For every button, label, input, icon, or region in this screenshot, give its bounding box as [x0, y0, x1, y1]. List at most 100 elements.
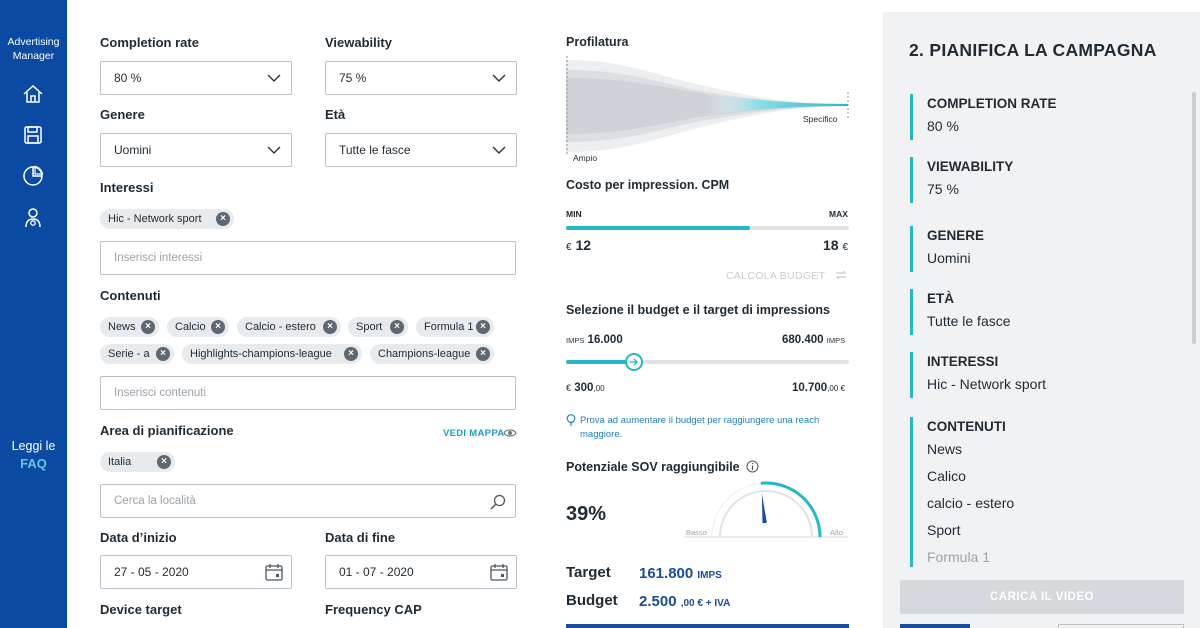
chevron-down-icon	[267, 146, 281, 154]
arrow-right-icon	[630, 358, 638, 366]
euro-min: € 300,00	[566, 382, 605, 394]
summary-item-eta: ETÀ Tutte le fasce	[910, 289, 1170, 335]
summary-value: Calico	[927, 468, 966, 484]
budget-slider-handle[interactable]	[625, 353, 643, 371]
cpm-min-label: MIN	[566, 209, 582, 219]
chip-label: Champions-league	[378, 348, 471, 360]
budget-label: Selezione il budget e il target di impre…	[566, 303, 830, 317]
contenuti-chip: Serie - a ×	[100, 344, 174, 364]
summary-value: Tutte le fasce	[927, 313, 1011, 329]
budget-total-label: Budget	[566, 592, 618, 609]
eta-label: Età	[325, 107, 346, 122]
viewability-select[interactable]: 75 %	[325, 61, 517, 95]
save-icon[interactable]	[20, 122, 46, 148]
sov-label: Potenziale SOV raggiungibile	[566, 460, 740, 474]
calcola-budget-button[interactable]: CALCOLA BUDGET	[726, 270, 826, 282]
summary-value: Uomini	[927, 250, 971, 266]
search-icon[interactable]	[488, 492, 508, 512]
data-fine-field[interactable]: 01 - 07 - 2020	[325, 555, 517, 589]
contenuti-placeholder: Inserisci contenuti	[114, 387, 207, 399]
euro-min-number: 300	[574, 382, 594, 394]
summary-value: 80 %	[927, 118, 959, 134]
faq-link[interactable]: FAQ	[20, 456, 47, 471]
budget-fill	[566, 360, 634, 364]
chip-remove-icon[interactable]: ×	[216, 212, 230, 226]
eye-icon[interactable]	[503, 427, 517, 439]
cpm-max-number: 18	[823, 237, 839, 253]
summary-value: Formula 1	[927, 549, 991, 565]
calendar-icon[interactable]	[489, 562, 509, 582]
chip-remove-icon[interactable]: ×	[211, 320, 225, 334]
target-number: 161.800	[639, 565, 694, 582]
summary-head: CONTENUTI	[927, 419, 1006, 434]
panel-secondary-button-edge[interactable]	[1058, 624, 1184, 628]
chip-label: Formula 1	[424, 321, 474, 333]
currency-symbol: €	[842, 242, 849, 253]
budget-track	[566, 360, 849, 364]
side-nav: Advertising Manager Leggi le FAQ	[0, 0, 67, 628]
profilatura-funnel	[566, 56, 849, 156]
interessi-label: Interessi	[100, 180, 154, 195]
summary-item-interessi: INTERESSI Hic - Network sport	[910, 352, 1170, 398]
submit-button-edge[interactable]	[566, 624, 849, 628]
imps-max-number: 680.400	[782, 334, 824, 346]
chip-label: Calcio - estero	[245, 321, 316, 333]
chip-remove-icon[interactable]: ×	[156, 347, 170, 361]
data-fine-value: 01 - 07 - 2020	[339, 565, 414, 579]
target-value: 161.800 IMPS	[639, 565, 722, 582]
area-label: Area di pianificazione	[100, 423, 234, 438]
profilatura-right-label: Specifico	[803, 114, 838, 124]
panel-button-edge[interactable]	[900, 624, 970, 628]
device-target-label: Device target	[100, 602, 182, 617]
interessi-chip: Hic - Network sport ×	[100, 209, 234, 229]
eta-select[interactable]: Tutte le fasce	[325, 133, 517, 167]
summary-head: INTERESSI	[927, 354, 999, 369]
summary-title: 2. PIANIFICA LA CAMPAGNA	[909, 40, 1157, 60]
data-inizio-field[interactable]: 27 - 05 - 2020	[100, 555, 292, 589]
calendar-icon[interactable]	[264, 562, 284, 582]
vedi-mappa-link[interactable]: VEDI MAPPA	[443, 428, 505, 439]
euro-min-prefix: €	[566, 383, 572, 393]
contenuti-chip: Formula 1 ×	[416, 317, 494, 337]
chip-remove-icon[interactable]: ×	[141, 320, 155, 334]
euro-max: 10.700,00 €	[792, 382, 845, 394]
carica-video-button[interactable]: CARICA IL VIDEO	[900, 580, 1184, 614]
chip-remove-icon[interactable]: ×	[476, 320, 490, 334]
summary-head: GENERE	[927, 228, 985, 243]
home-icon[interactable]	[20, 81, 46, 107]
pie-chart-icon[interactable]	[20, 163, 46, 189]
interessi-input[interactable]: Inserisci interessi	[100, 241, 516, 275]
contenuti-input[interactable]: Inserisci contenuti	[100, 376, 516, 410]
genere-select[interactable]: Uomini	[100, 133, 292, 167]
chip-label: Italia	[108, 456, 132, 468]
cpm-fill[interactable]	[566, 226, 750, 230]
user-settings-icon[interactable]	[20, 205, 46, 231]
cpm-max-label: MAX	[829, 209, 848, 219]
chip-remove-icon[interactable]: ×	[323, 320, 337, 334]
chip-remove-icon[interactable]: ×	[157, 455, 171, 469]
imps-min: IMPS 16.000	[566, 334, 623, 346]
chip-remove-icon[interactable]: ×	[344, 347, 358, 361]
summary-value: Sport	[927, 522, 961, 538]
summary-item-viewability: VIEWABILITY 75 %	[910, 157, 1170, 203]
summary-panel: 2. PIANIFICA LA CAMPAGNA COMPLETION RATE…	[883, 12, 1200, 628]
info-icon[interactable]	[746, 460, 759, 473]
chevron-down-icon	[267, 74, 281, 82]
imps-prefix: IMPS	[566, 336, 585, 345]
euro-max-suffix: ,00 €	[827, 384, 845, 393]
budget-number: 2.500	[639, 593, 677, 610]
location-search-input[interactable]: Cerca la località	[100, 484, 516, 518]
area-chip: Italia ×	[100, 452, 175, 472]
faq-prefix: Leggi le	[11, 439, 56, 453]
chip-remove-icon[interactable]: ×	[476, 347, 490, 361]
chip-label: Serie - a	[108, 348, 150, 360]
summary-head: ETÀ	[927, 291, 954, 306]
data-inizio-value: 27 - 05 - 2020	[114, 565, 189, 579]
summary-scrollbar[interactable]	[1192, 92, 1196, 344]
imps-suffix: IMPS	[826, 336, 846, 345]
chip-remove-icon[interactable]: ×	[390, 320, 404, 334]
target-unit: IMPS	[697, 570, 722, 581]
sov-gauge	[684, 481, 848, 538]
completion-rate-select[interactable]: 80 %	[100, 61, 292, 95]
